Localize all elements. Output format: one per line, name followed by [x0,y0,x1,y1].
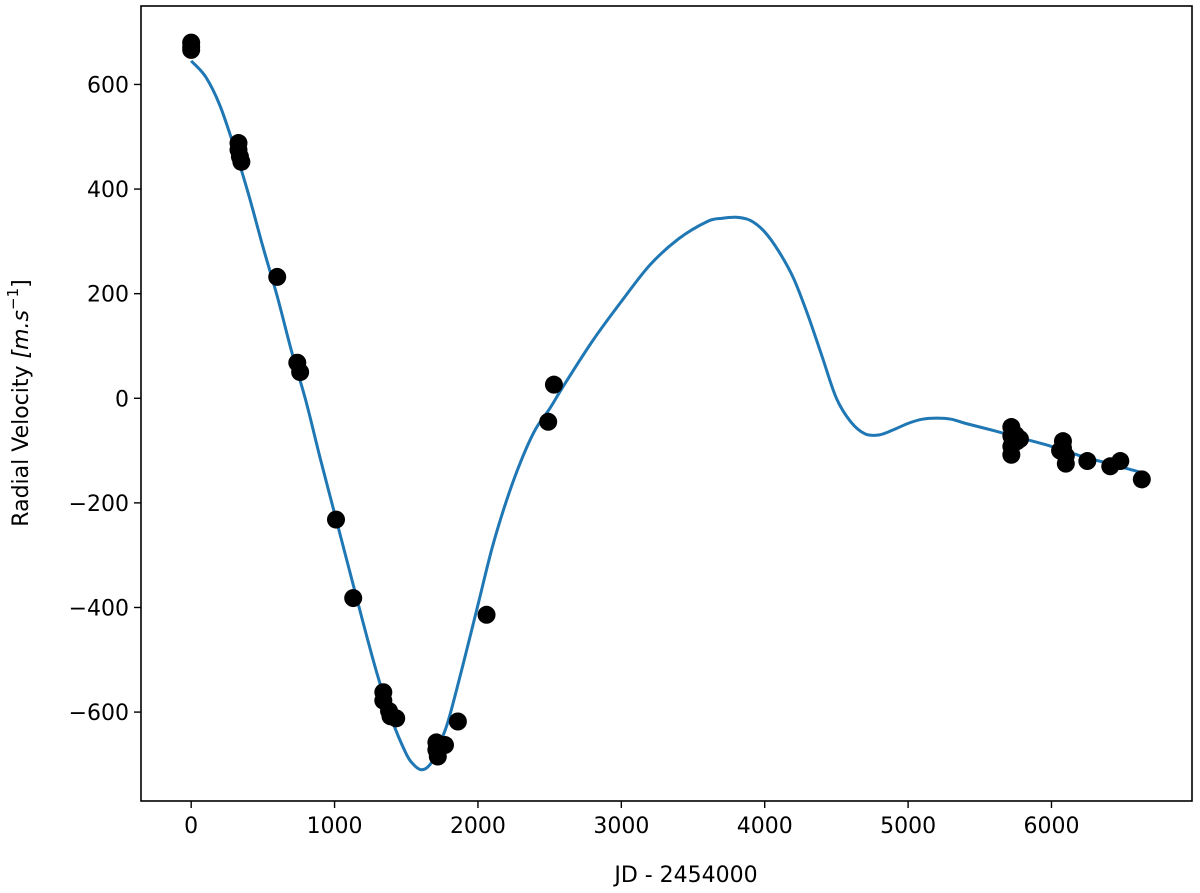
x-tick-label: 5000 [880,814,936,839]
y-axis-label-exponent: −1 [4,288,22,310]
observation-point [1010,430,1029,449]
y-axis-label-main: Radial Velocity [9,358,34,526]
y-axis: 600 400 200 0 −200 −400 −600 [69,73,141,726]
observation-point [477,605,496,624]
observation-point [435,736,454,755]
y-tick-label: −200 [69,492,129,517]
model-curve-layer [190,59,1146,772]
y-tick-label: 200 [87,283,129,308]
observation-point [387,709,406,728]
x-tick-label: 3000 [593,814,649,839]
y-tick-label: 400 [87,178,129,203]
model-curve [190,59,1146,772]
observation-point [182,40,201,59]
y-axis-label-unit: [m.s [9,310,34,358]
observation-point [232,152,251,171]
x-tick-label: 4000 [737,814,793,839]
observation-point [1132,470,1151,489]
observation-point [344,589,363,608]
x-tick-label: 6000 [1023,814,1079,839]
observation-point [1078,452,1097,471]
y-tick-label: 0 [115,387,129,412]
plot-frame [140,5,1193,802]
observation-point [268,267,287,286]
observation-point [448,712,467,731]
observation-point [327,510,346,529]
observation-point [1111,452,1130,471]
x-axis: 0 1000 2000 3000 4000 5000 6000 [184,801,1079,839]
observation-point [539,412,558,431]
y-tick-label: 600 [87,73,129,98]
x-axis-label: JD - 2454000 [612,863,757,888]
observation-point [1002,445,1021,464]
observation-point [291,363,310,382]
y-axis-label-close: ] [9,279,34,288]
y-axis-label: Radial Velocity [m.s−1] [4,279,34,526]
y-tick-label: −400 [69,596,129,621]
observation-points-layer [182,33,1151,766]
x-tick-label: 1000 [307,814,363,839]
x-tick-label: 2000 [450,814,506,839]
y-tick-label: −600 [69,701,129,726]
observation-point [1056,454,1075,473]
x-tick-label: 0 [184,814,198,839]
observation-point [544,375,563,394]
